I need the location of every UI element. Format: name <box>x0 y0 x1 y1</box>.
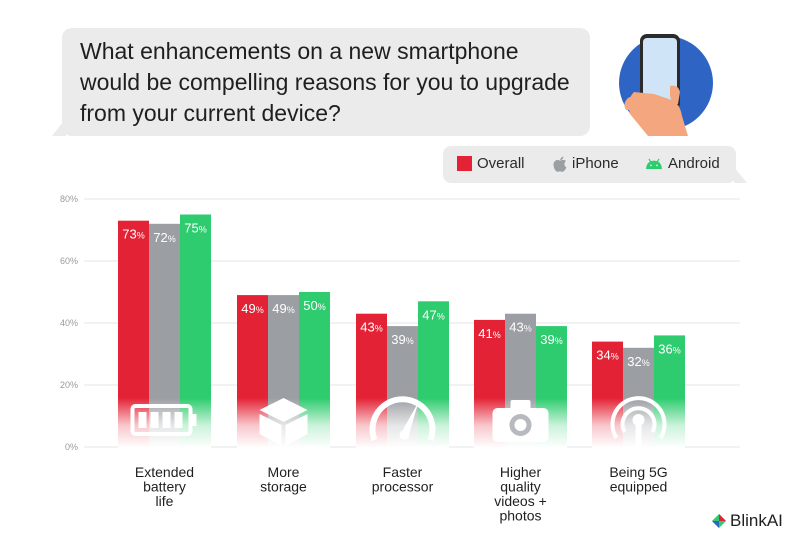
value-labels: 73% 72% 75% 49% 49% 50% 43% 39% 47% 41% 43% 39% 34% 3… <box>122 221 680 369</box>
brand-logo: BlinkAI <box>712 511 783 531</box>
legend-label-iphone: iPhone <box>572 155 619 172</box>
red-square-icon <box>457 156 472 171</box>
legend-item-overall: Overall <box>457 155 525 172</box>
value-label: 73% <box>122 227 144 242</box>
storage-box-icon <box>259 398 308 446</box>
y-tick-label: 40% <box>60 318 78 328</box>
value-label: 75% <box>184 221 206 236</box>
category-icons <box>130 396 667 446</box>
value-label: 39% <box>540 332 562 347</box>
value-label: 43% <box>509 320 531 335</box>
value-label: 34% <box>596 348 618 363</box>
category-label: Extended <box>135 464 194 480</box>
chart-legend: Overall iPhone Android <box>443 146 747 183</box>
legend-label-android: Android <box>668 155 720 172</box>
bar-fade <box>356 398 449 448</box>
value-label: 32% <box>627 354 649 369</box>
android-logo-icon <box>646 158 662 169</box>
y-tick-label: 20% <box>60 380 78 390</box>
category-label: processor <box>372 479 434 495</box>
value-label: 49% <box>241 301 263 316</box>
y-tick-label: 0% <box>65 442 78 452</box>
category-label: storage <box>260 479 307 495</box>
legend-tail <box>734 167 747 183</box>
legend-label-overall: Overall <box>477 155 525 172</box>
category-label: videos + <box>494 493 547 509</box>
battery-icon <box>130 404 197 436</box>
hand-holding-phone-icon <box>619 34 713 136</box>
speedometer-icon <box>369 396 436 442</box>
legend-item-android: Android <box>645 155 720 172</box>
category-label: More <box>268 464 300 480</box>
chart-title: What enhancements on a new smartphone wo… <box>80 38 570 126</box>
value-label: 39% <box>391 332 413 347</box>
value-label: 41% <box>478 326 500 341</box>
brand-name: BlinkAI <box>730 511 783 530</box>
value-label: 43% <box>360 320 382 335</box>
bar-fade-overlay <box>118 398 685 448</box>
y-axis-ticks: 0% 20% 40% 60% 80% <box>60 194 78 452</box>
bubble-tail <box>52 118 66 136</box>
y-tick-label: 80% <box>60 194 78 204</box>
category-label: quality <box>500 479 540 495</box>
5g-signal-icon <box>610 396 667 446</box>
title-bubble: What enhancements on a new smartphone wo… <box>52 28 590 136</box>
value-label: 50% <box>303 298 325 313</box>
category-label: equipped <box>610 479 668 495</box>
category-label: Faster <box>383 464 423 480</box>
category-label: life <box>156 493 174 509</box>
category-label: Higher <box>500 464 542 480</box>
category-label: battery <box>143 479 186 495</box>
value-label: 36% <box>658 341 680 356</box>
legend-item-iphone: iPhone <box>553 155 619 172</box>
blinkai-logo-icon <box>712 514 726 528</box>
y-tick-label: 60% <box>60 256 78 266</box>
value-label: 72% <box>153 230 175 245</box>
category-label: photos <box>499 508 541 524</box>
category-label: Being 5G <box>609 464 667 480</box>
value-label: 49% <box>272 301 294 316</box>
value-label: 47% <box>422 307 444 322</box>
apple-logo-icon <box>553 156 567 172</box>
camera-icon <box>492 400 549 442</box>
